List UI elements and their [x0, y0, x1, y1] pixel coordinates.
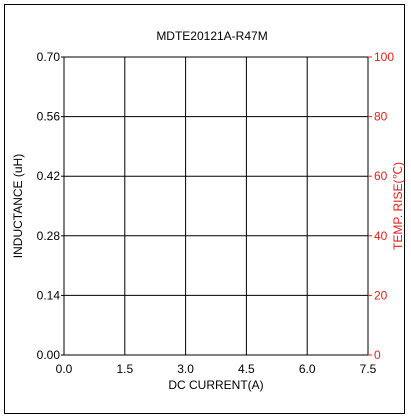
y2-axis-label: TEMP. RISE(℃)	[391, 162, 405, 250]
y-tick-label: 0.00	[37, 348, 61, 362]
x-tick-label: 1.5	[116, 362, 133, 376]
x-tick-label: 6.0	[299, 362, 316, 376]
x-tick-label: 0.0	[56, 362, 73, 376]
x-tick-label: 3.0	[177, 362, 194, 376]
chart-title: MDTE20121A-R47M	[156, 29, 267, 43]
x-tick-label: 4.5	[238, 362, 255, 376]
y-tick-label: 0.42	[37, 169, 61, 183]
y-tick-label: 0.14	[37, 288, 61, 302]
y2-tick-label: 80	[374, 110, 388, 124]
y-axis-label: INDUCTANCE (uH)	[11, 154, 25, 258]
x-axis-ticks: 0.0 1.5 3.0 4.5 6.0 7.5	[56, 362, 377, 376]
y2-axis-ticks: 0 20 40 60 80 100	[368, 50, 394, 362]
y-axis-ticks: 0.00 0.14 0.28 0.42 0.56 0.70	[37, 50, 64, 362]
y2-tick-label: 40	[374, 229, 388, 243]
y2-tick-label: 0	[374, 348, 381, 362]
y2-tick-label: 60	[374, 169, 388, 183]
chart-frame	[4, 4, 405, 414]
x-axis-label: DC CURRENT(A)	[168, 378, 263, 392]
x-tick-label: 7.5	[360, 362, 377, 376]
y-tick-label: 0.56	[37, 110, 61, 124]
y-tick-label: 0.28	[37, 229, 61, 243]
y2-tick-label: 20	[374, 288, 388, 302]
y-tick-label: 0.70	[37, 50, 61, 64]
y2-tick-label: 100	[374, 50, 394, 64]
plot-area	[63, 56, 369, 356]
grid	[63, 56, 369, 356]
